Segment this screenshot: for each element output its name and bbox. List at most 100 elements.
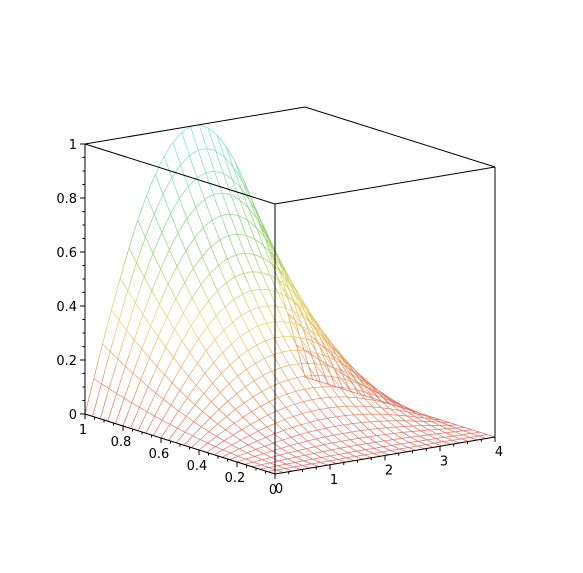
mesh-line-y — [178, 161, 187, 180]
mesh-line-y — [279, 426, 287, 434]
mesh-line-y — [237, 354, 245, 366]
mesh-line-y — [205, 144, 213, 165]
mesh-line-y — [425, 414, 432, 418]
mesh-line-y — [364, 416, 372, 424]
mesh-line-x — [195, 396, 202, 404]
mesh-line-y — [415, 421, 422, 427]
mesh-line-x — [225, 278, 232, 284]
mesh-line-x — [210, 359, 217, 367]
mesh-line-x — [155, 329, 162, 343]
mesh-line-y — [285, 432, 293, 439]
mesh-line-y — [220, 448, 227, 452]
mesh-line-x — [199, 373, 206, 381]
mesh-line-y — [307, 337, 315, 349]
mesh-line-y — [194, 332, 202, 344]
mesh-line-y — [431, 416, 439, 420]
mesh-line-x — [338, 440, 344, 443]
mesh-line-y — [302, 348, 310, 354]
mesh-line-x — [256, 446, 263, 450]
mesh-line-x — [235, 315, 242, 320]
z-tick-label: 0 — [69, 408, 77, 423]
mesh-line-y — [326, 336, 334, 346]
mesh-line-x — [324, 335, 332, 346]
mesh-line-x — [134, 320, 142, 337]
mesh-line-x — [212, 265, 219, 271]
mesh-line-x — [378, 440, 385, 443]
mesh-line-y — [306, 377, 314, 388]
mesh-line-x — [404, 431, 410, 433]
mesh-line-y — [203, 319, 211, 332]
mesh-line-x — [227, 451, 233, 455]
mesh-line-x — [204, 441, 211, 446]
mesh-line-y — [263, 453, 270, 458]
mesh-line-y — [134, 260, 143, 273]
mesh-line-y — [256, 280, 264, 296]
mesh-line-x — [172, 294, 179, 306]
mesh-line-y — [363, 397, 371, 405]
mesh-line-y — [227, 417, 235, 424]
mesh-line-y — [181, 310, 189, 322]
mesh-line-y — [277, 470, 284, 473]
mesh-line-y — [204, 230, 212, 248]
mesh-line-y — [218, 424, 226, 430]
mesh-line-x — [276, 430, 283, 434]
mesh-line-x — [291, 443, 298, 446]
mesh-line-x — [169, 172, 176, 182]
mesh-line-y — [344, 425, 352, 433]
mesh-line-x — [183, 352, 191, 362]
mesh-line-y — [232, 270, 240, 286]
mesh-line-x — [304, 421, 310, 425]
mesh-line-y — [136, 342, 144, 351]
mesh-line-x — [239, 292, 245, 297]
mesh-line-y — [368, 429, 376, 435]
mesh-line-y — [391, 416, 399, 423]
mesh-line-x — [153, 304, 160, 318]
mesh-line-y — [199, 282, 207, 296]
mesh-line-y — [355, 392, 363, 396]
mesh-line-y — [244, 198, 252, 215]
mesh-line-y — [410, 430, 418, 435]
mesh-line-x — [177, 284, 184, 295]
mesh-line-y — [241, 449, 249, 454]
mesh-line-x — [167, 380, 174, 392]
mesh-line-y — [247, 390, 255, 399]
mesh-line-y — [275, 263, 283, 274]
mesh-line-x — [201, 197, 208, 203]
mesh-line-x — [255, 209, 262, 226]
mesh-line-y — [222, 439, 230, 444]
mesh-line-x — [230, 376, 237, 383]
mesh-line-y — [284, 405, 292, 414]
mesh-line-x — [244, 462, 251, 465]
mesh-line-x — [190, 403, 197, 411]
mesh-line-y — [296, 345, 304, 358]
mesh-line-y — [370, 445, 377, 450]
mesh-line-y — [201, 439, 208, 444]
mesh-line-x — [214, 215, 221, 220]
mesh-line-y — [352, 402, 360, 411]
mesh-line-y — [267, 269, 275, 285]
mesh-line-y — [283, 440, 291, 447]
mesh-line-x — [282, 297, 289, 317]
mesh-line-y — [318, 430, 326, 438]
mesh-line-x — [287, 462, 293, 465]
mesh-line-x — [246, 253, 252, 255]
mesh-line-x — [285, 416, 292, 420]
mesh-line-x — [316, 444, 322, 447]
mesh-line-x — [342, 452, 348, 455]
mesh-line-y — [358, 373, 366, 381]
mesh-line-x — [112, 285, 119, 307]
mesh-line-x — [296, 413, 303, 416]
x-tick-label: 0.4 — [187, 459, 208, 474]
mesh-line-y — [285, 273, 294, 285]
axis-ticks — [80, 143, 496, 479]
mesh-line-x — [224, 413, 231, 419]
mesh-line-y — [323, 413, 331, 422]
mesh-line-y — [222, 153, 231, 173]
mesh-line-x — [227, 149, 234, 159]
mesh-line-y — [342, 433, 350, 440]
mesh-line-y — [227, 311, 235, 325]
mesh-line-y — [159, 395, 167, 402]
surface-mesh — [84, 125, 496, 475]
mesh-line-x — [130, 262, 137, 281]
mesh-line-x — [144, 355, 151, 370]
